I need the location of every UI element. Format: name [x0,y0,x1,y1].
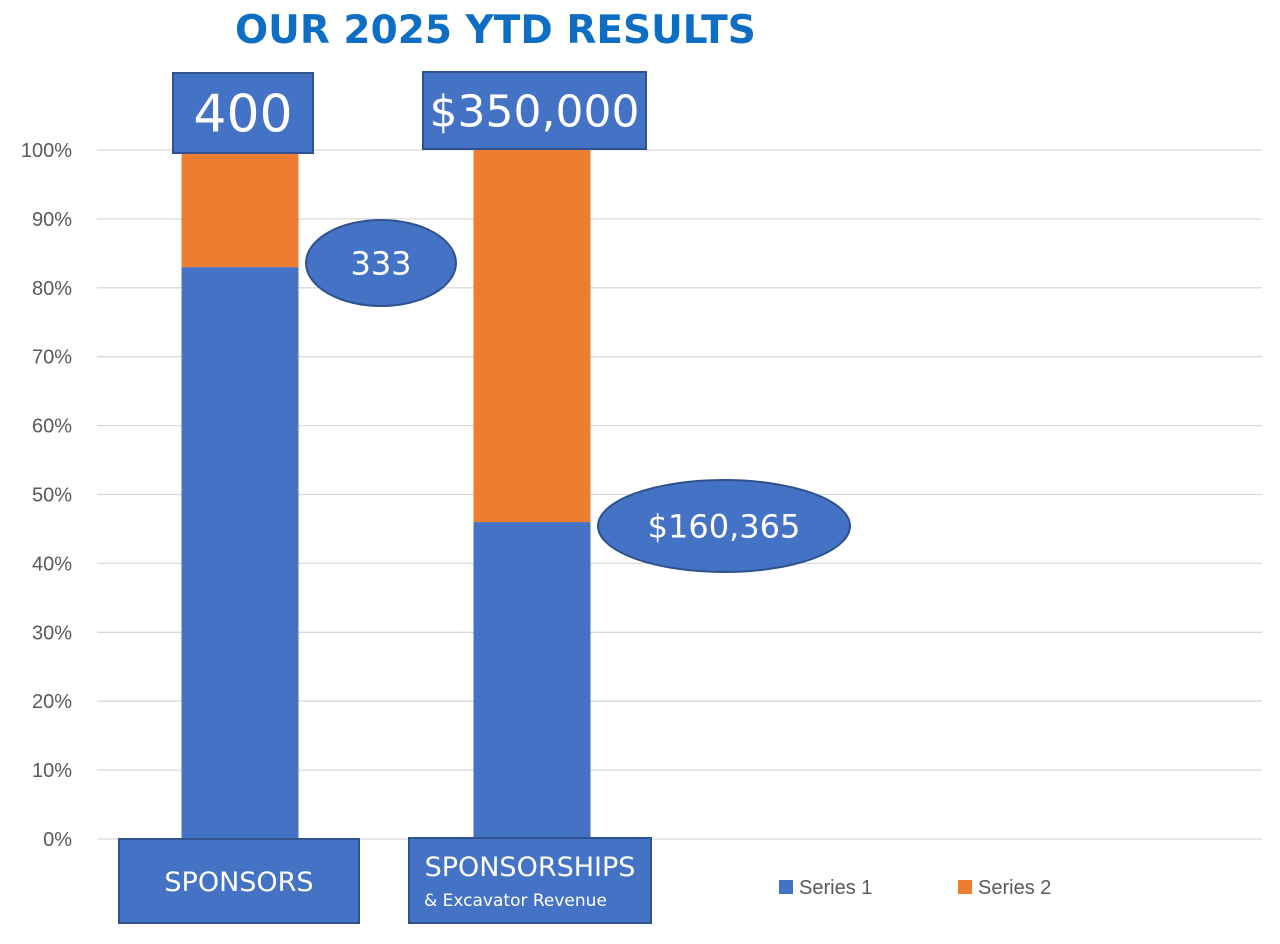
bars [181,150,591,839]
bar-segment [181,267,299,839]
category-subtitle: & Excavator Revenue [424,891,607,911]
actual-value: $160,365 [648,508,801,546]
y-tick-label: 50% [32,485,72,507]
y-tick-label: 100% [21,140,72,162]
actual-callout [597,479,851,573]
target-value: $350,000 [430,86,640,137]
target-value: 400 [193,85,292,145]
y-axis-ticks: 0% 10% 20% 30% 40% 50% 60% 70% 80% 90% 100% [21,140,72,851]
y-tick-label: 90% [32,209,72,231]
actual-callouts: 333 $160,365 [305,219,851,573]
legend-swatch [779,880,793,894]
legend-label: Series 2 [978,877,1051,899]
legend-label: Series 1 [799,877,872,899]
category-box [118,838,360,924]
legend-swatch [958,880,972,894]
bar-segment [473,150,591,523]
y-tick-label: 20% [32,691,72,713]
y-tick-label: 70% [32,347,72,369]
bar-segment [181,150,299,268]
y-tick-label: 80% [32,278,72,300]
actual-value: 333 [350,245,411,283]
actual-callout [305,219,457,307]
y-tick-label: 10% [32,760,72,782]
legend: Series 1 Series 2 [779,877,1051,899]
category-label: SPONSORS [164,867,313,898]
target-boxes: 400 $350,000 [172,71,647,154]
category-label-boxes: SPONSORS SPONSORSHIPS & Excavator Revenue [118,837,652,924]
bar-segment [473,522,591,839]
target-box [172,72,314,154]
target-box [422,71,647,150]
category-label: SPONSORSHIPS [425,852,636,883]
y-tick-label: 0% [43,829,72,851]
chart-title: OUR 2025 YTD RESULTS [235,8,756,53]
y-tick-label: 30% [32,622,72,644]
category-box [408,837,652,924]
y-tick-label: 60% [32,416,72,438]
y-tick-label: 40% [32,553,72,575]
